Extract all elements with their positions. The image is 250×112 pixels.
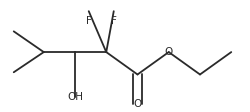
Text: O: O [134,99,141,109]
Text: O: O [164,47,173,57]
Text: F: F [86,16,92,26]
Text: F: F [111,16,117,26]
Text: OH: OH [67,92,83,102]
